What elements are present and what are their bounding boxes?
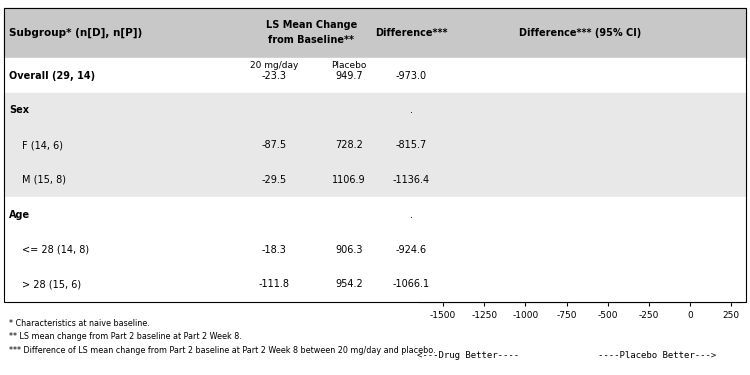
Text: Subgroup* (n[D], n[P]): Subgroup* (n[D], n[P]): [9, 28, 142, 38]
Text: ** LS mean change from Part 2 baseline at Part 2 Week 8.: ** LS mean change from Part 2 baseline a…: [9, 332, 242, 341]
Text: -973.0: -973.0: [395, 70, 427, 81]
Text: -23.3: -23.3: [261, 70, 286, 81]
Text: M (15, 8): M (15, 8): [22, 175, 67, 185]
Text: <= 28 (14, 8): <= 28 (14, 8): [22, 244, 90, 255]
Text: .: .: [410, 105, 413, 116]
Text: Overall (29, 14): Overall (29, 14): [9, 70, 95, 81]
Text: 906.3: 906.3: [335, 244, 362, 255]
Text: -111.8: -111.8: [258, 279, 290, 290]
Text: -1066.1: -1066.1: [392, 279, 430, 290]
Text: * Characteristics at naive baseline.: * Characteristics at naive baseline.: [9, 319, 150, 328]
Text: Difference*** (95% CI): Difference*** (95% CI): [519, 28, 640, 38]
Text: <---Drug Better----: <---Drug Better----: [417, 351, 519, 360]
Text: > 28 (15, 6): > 28 (15, 6): [22, 279, 82, 290]
Text: 954.2: 954.2: [334, 279, 363, 290]
Bar: [419, 163, 741, 197]
Text: from Baseline**: from Baseline**: [268, 34, 354, 45]
Text: LS Mean Change: LS Mean Change: [266, 20, 357, 30]
Bar: [419, 128, 741, 163]
Bar: [419, 197, 741, 232]
Text: ----Placebo Better--->: ----Placebo Better--->: [598, 351, 716, 360]
Text: -18.3: -18.3: [261, 244, 286, 255]
Text: -1136.4: -1136.4: [392, 175, 430, 185]
Bar: [419, 58, 741, 93]
Text: Placebo: Placebo: [331, 61, 367, 70]
Text: -815.7: -815.7: [395, 140, 427, 150]
Bar: [419, 93, 741, 128]
Text: Difference***: Difference***: [375, 28, 447, 38]
Bar: [419, 267, 741, 302]
Text: *** Difference of LS mean change from Part 2 baseline at Part 2 Week 8 between 2: *** Difference of LS mean change from Pa…: [9, 346, 436, 355]
Text: 1106.9: 1106.9: [332, 175, 365, 185]
Text: 949.7: 949.7: [335, 70, 362, 81]
Text: F (14, 6): F (14, 6): [22, 140, 64, 150]
Text: -924.6: -924.6: [395, 244, 427, 255]
Text: Age: Age: [9, 210, 30, 220]
Bar: [419, 232, 741, 267]
Text: -87.5: -87.5: [261, 140, 286, 150]
Text: .: .: [410, 210, 413, 220]
Text: -29.5: -29.5: [261, 175, 286, 185]
Text: 728.2: 728.2: [334, 140, 363, 150]
Text: 20 mg/day: 20 mg/day: [250, 61, 298, 70]
Text: Sex: Sex: [9, 105, 29, 116]
